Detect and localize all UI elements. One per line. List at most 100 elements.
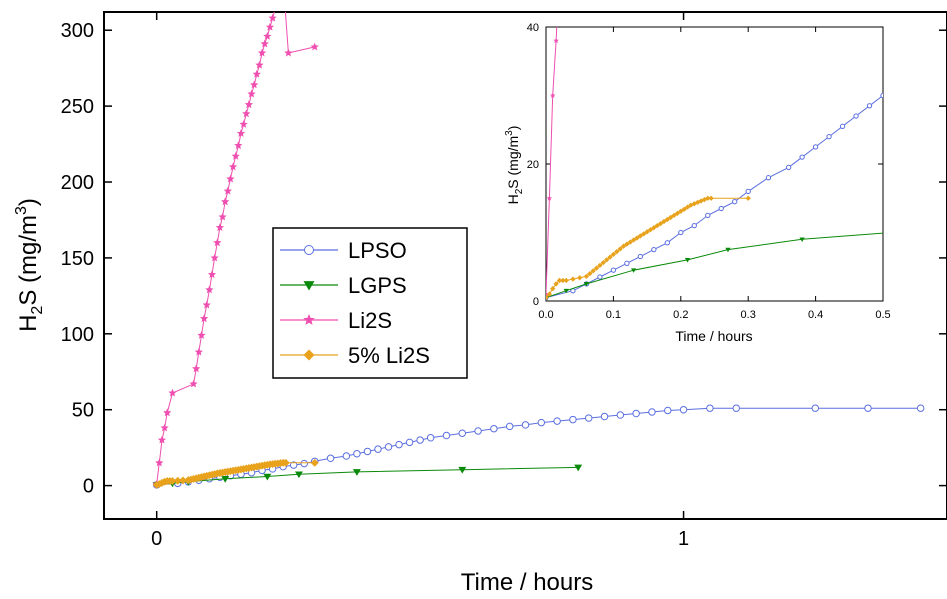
data-point-li2s <box>163 408 172 417</box>
legend-marker-lpso <box>304 245 314 255</box>
data-point-5-li2s <box>617 246 623 252</box>
data-point-li2s <box>160 423 169 432</box>
legend: LPSO LGPS Li2S 5% Li2S <box>272 227 468 379</box>
data-point-lpso <box>732 199 738 205</box>
data-point-5-li2s <box>604 257 610 263</box>
data-point-lpso <box>651 246 657 253</box>
data-point-li2s <box>252 69 261 78</box>
legend-label-li2s: Li2S <box>348 308 392 333</box>
data-point-lpso <box>916 404 925 412</box>
data-point-lpso <box>384 443 393 451</box>
data-point-5-li2s <box>641 231 647 237</box>
data-point-li2s <box>197 331 206 339</box>
data-point-lpso <box>505 422 514 431</box>
data-point-li2s <box>192 364 201 373</box>
data-point-lpso <box>342 452 351 460</box>
data-point-li2s <box>268 13 277 22</box>
data-point-lgps <box>563 288 569 294</box>
data-point-lpso <box>915 73 919 77</box>
data-point-5-li2s <box>607 254 613 260</box>
data-point-li2s <box>263 31 272 40</box>
data-point-lpso <box>474 427 482 435</box>
data-point-5-li2s <box>674 210 681 216</box>
data-point-li2s <box>207 270 217 279</box>
y-tick-label: 150 <box>61 248 94 270</box>
data-point-li2s <box>231 151 240 160</box>
data-point-5-li2s <box>281 458 290 467</box>
data-point-5-li2s <box>745 195 751 201</box>
data-point-lgps <box>221 476 230 483</box>
data-point-li2s <box>228 162 238 171</box>
data-point-lpso <box>395 440 403 449</box>
data-point-li2s <box>550 92 556 98</box>
data-point-lpso <box>458 429 467 437</box>
data-point-5-li2s <box>630 237 637 243</box>
data-point-lpso <box>691 222 697 229</box>
data-point-li2s <box>215 223 225 232</box>
inset-plot-frame <box>545 26 884 302</box>
series-line-lpso <box>156 407 921 486</box>
data-point-li2s <box>257 48 267 57</box>
data-point-lpso <box>811 404 820 412</box>
data-point-lpso <box>569 415 577 424</box>
main-series-group <box>152 0 925 489</box>
data-point-5-li2s <box>610 251 617 258</box>
data-point-li2s <box>247 89 256 98</box>
data-point-5-li2s <box>546 291 553 297</box>
y-tick-label: 100 <box>61 324 94 346</box>
data-point-5-li2s <box>708 195 714 201</box>
data-point-li2s <box>310 42 319 51</box>
data-point-5-li2s <box>657 220 664 227</box>
x-tick-label: 0.0 <box>538 309 553 321</box>
data-point-lpso <box>839 123 846 129</box>
data-point-5-li2s <box>661 218 667 225</box>
inset-axis-ticks: 0.0 0.1 0.2 0.3 0.4 0.5 0 20 40 <box>527 22 891 321</box>
data-point-lpso <box>718 205 724 212</box>
y-tick-label: 50 <box>72 400 94 422</box>
data-point-5-li2s <box>550 286 556 292</box>
data-point-lpso <box>799 154 805 160</box>
x-tick-label: 0.2 <box>673 309 688 321</box>
data-point-li2s <box>274 0 282 3</box>
data-point-5-li2s <box>597 262 603 269</box>
data-point-li2s <box>265 22 275 31</box>
data-point-lpso <box>326 454 335 463</box>
data-point-li2s <box>272 12 278 13</box>
x-tick-label: 0.4 <box>808 309 823 321</box>
data-point-5-li2s <box>590 268 596 274</box>
legend-marker-li2s <box>303 314 315 325</box>
data-point-5-li2s <box>678 208 684 214</box>
data-point-lpso <box>405 438 414 447</box>
data-point-5-li2s <box>684 204 691 210</box>
data-point-5-li2s <box>614 249 620 255</box>
data-point-lpso <box>537 418 546 427</box>
data-point-5-li2s <box>647 227 654 233</box>
main-x-axis-label: Time / hours <box>461 569 593 596</box>
data-point-lpso <box>866 103 873 109</box>
data-point-lpso <box>678 229 684 236</box>
data-point-lpso <box>664 240 670 246</box>
data-point-5-li2s <box>546 294 549 301</box>
data-point-lpso <box>624 260 630 266</box>
data-point-lpso <box>442 431 451 440</box>
data-point-lpso <box>745 188 751 195</box>
data-point-lgps <box>294 471 303 479</box>
series-line-lpso <box>546 94 883 299</box>
y-tick-label: 40 <box>527 22 539 34</box>
legend-label-lpso: LPSO <box>348 238 407 263</box>
y-tick-label: 0 <box>533 296 539 308</box>
data-point-li2s <box>210 253 219 262</box>
data-point-lgps <box>574 464 583 472</box>
data-point-lgps <box>458 466 467 474</box>
data-point-5-li2s <box>624 241 630 247</box>
data-point-lpso <box>490 424 498 433</box>
data-point-5-li2s <box>553 281 559 287</box>
x-tick-label: 0.5 <box>875 309 890 321</box>
data-point-lpso <box>632 409 640 418</box>
data-point-5-li2s <box>671 212 677 219</box>
data-point-lpso <box>597 274 603 280</box>
x-tick-label: 0.3 <box>741 309 756 321</box>
data-point-5-li2s <box>583 273 590 279</box>
data-point-lgps <box>934 227 939 231</box>
